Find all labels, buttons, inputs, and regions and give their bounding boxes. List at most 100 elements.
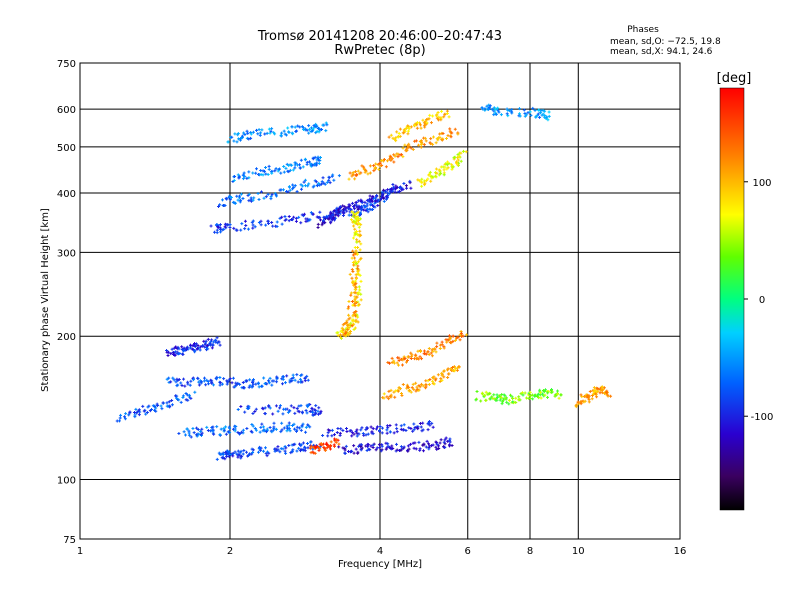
echo-point xyxy=(306,405,310,409)
echo-point xyxy=(262,425,266,429)
echo-point xyxy=(353,252,357,256)
echo-point xyxy=(326,431,330,435)
echo-point xyxy=(359,443,363,447)
echo-point xyxy=(526,393,530,397)
echo-point xyxy=(363,200,367,204)
echo-point xyxy=(338,205,342,209)
echo-point xyxy=(331,213,335,217)
echo-point xyxy=(419,126,423,130)
echo-point xyxy=(421,118,425,122)
echo-point xyxy=(518,114,522,118)
echo-point xyxy=(483,107,487,111)
echo-point xyxy=(439,172,443,176)
echo-point xyxy=(292,443,296,447)
colorbar-tick-label: 0 xyxy=(759,295,765,306)
echo-point xyxy=(392,160,396,164)
echo-point xyxy=(260,384,264,388)
echo-point xyxy=(366,172,370,176)
echo-point xyxy=(445,368,449,372)
echo-point xyxy=(351,269,355,273)
echo-point xyxy=(245,379,249,383)
echo-point xyxy=(297,215,301,219)
echo-point xyxy=(542,389,546,393)
echo-point xyxy=(427,421,431,425)
echo-point xyxy=(295,428,299,432)
echo-point xyxy=(271,412,275,416)
echo-point xyxy=(306,184,310,188)
echo-point xyxy=(357,285,361,289)
echo-point xyxy=(369,425,373,429)
echo-point xyxy=(392,359,396,363)
echo-point xyxy=(270,171,274,175)
echo-point xyxy=(291,373,295,377)
echo-point xyxy=(232,201,236,205)
echo-point xyxy=(404,184,408,188)
echo-point xyxy=(308,127,312,131)
echo-point xyxy=(409,146,413,150)
echo-point xyxy=(350,276,354,280)
echo-point xyxy=(352,322,356,326)
echo-point xyxy=(211,343,215,347)
echo-point xyxy=(418,422,422,426)
echo-point xyxy=(301,447,305,451)
echo-point xyxy=(324,129,328,133)
echo-point xyxy=(362,433,366,437)
echo-point xyxy=(390,157,394,161)
echo-point xyxy=(293,184,297,188)
echo-point xyxy=(301,165,305,169)
echo-point xyxy=(181,395,185,399)
echo-point xyxy=(323,447,327,451)
echo-point xyxy=(397,386,401,390)
echo-point xyxy=(287,185,291,189)
echo-point xyxy=(349,293,353,297)
echo-point xyxy=(292,185,296,189)
echo-point xyxy=(372,169,376,173)
echo-point xyxy=(435,345,439,349)
echo-point xyxy=(183,384,187,388)
echo-point xyxy=(263,132,267,136)
echo-point xyxy=(278,404,282,408)
echo-point xyxy=(257,385,261,389)
echo-point xyxy=(404,429,408,433)
echo-point xyxy=(456,132,460,136)
echo-point xyxy=(296,409,300,413)
echo-point xyxy=(179,381,183,385)
echo-point xyxy=(314,446,318,450)
echo-point xyxy=(249,429,253,433)
echo-point xyxy=(268,406,272,410)
y-axis-ticks: 75 100 200 300 400 500 600 750 xyxy=(57,59,76,546)
echo-point xyxy=(240,222,244,226)
echo-point xyxy=(392,390,396,394)
echo-point xyxy=(354,447,358,451)
echo-point xyxy=(316,156,320,160)
echo-point xyxy=(396,190,400,194)
echo-point xyxy=(294,219,298,223)
echo-point xyxy=(180,352,184,356)
echo-point xyxy=(280,377,284,381)
echo-point xyxy=(406,146,410,150)
echo-point xyxy=(365,204,369,208)
echo-point xyxy=(394,139,398,143)
echo-point xyxy=(337,445,341,449)
echo-point xyxy=(294,129,298,133)
echo-point xyxy=(427,382,431,386)
echo-point xyxy=(351,220,355,224)
echo-point xyxy=(368,194,372,198)
echo-point xyxy=(339,335,343,339)
echo-point xyxy=(327,178,331,182)
echo-point xyxy=(453,127,457,131)
echo-point xyxy=(265,454,269,458)
echo-point xyxy=(459,159,463,163)
echo-point xyxy=(390,444,394,448)
echo-point xyxy=(275,220,279,224)
echo-point xyxy=(444,436,448,440)
echo-point xyxy=(587,400,591,404)
echo-point xyxy=(369,444,373,448)
echo-point xyxy=(215,425,219,429)
echo-point xyxy=(534,115,538,119)
echo-point xyxy=(275,380,279,384)
echo-point xyxy=(403,143,407,147)
echo-point xyxy=(438,379,442,383)
echo-point xyxy=(282,164,286,168)
echo-point xyxy=(576,401,580,405)
